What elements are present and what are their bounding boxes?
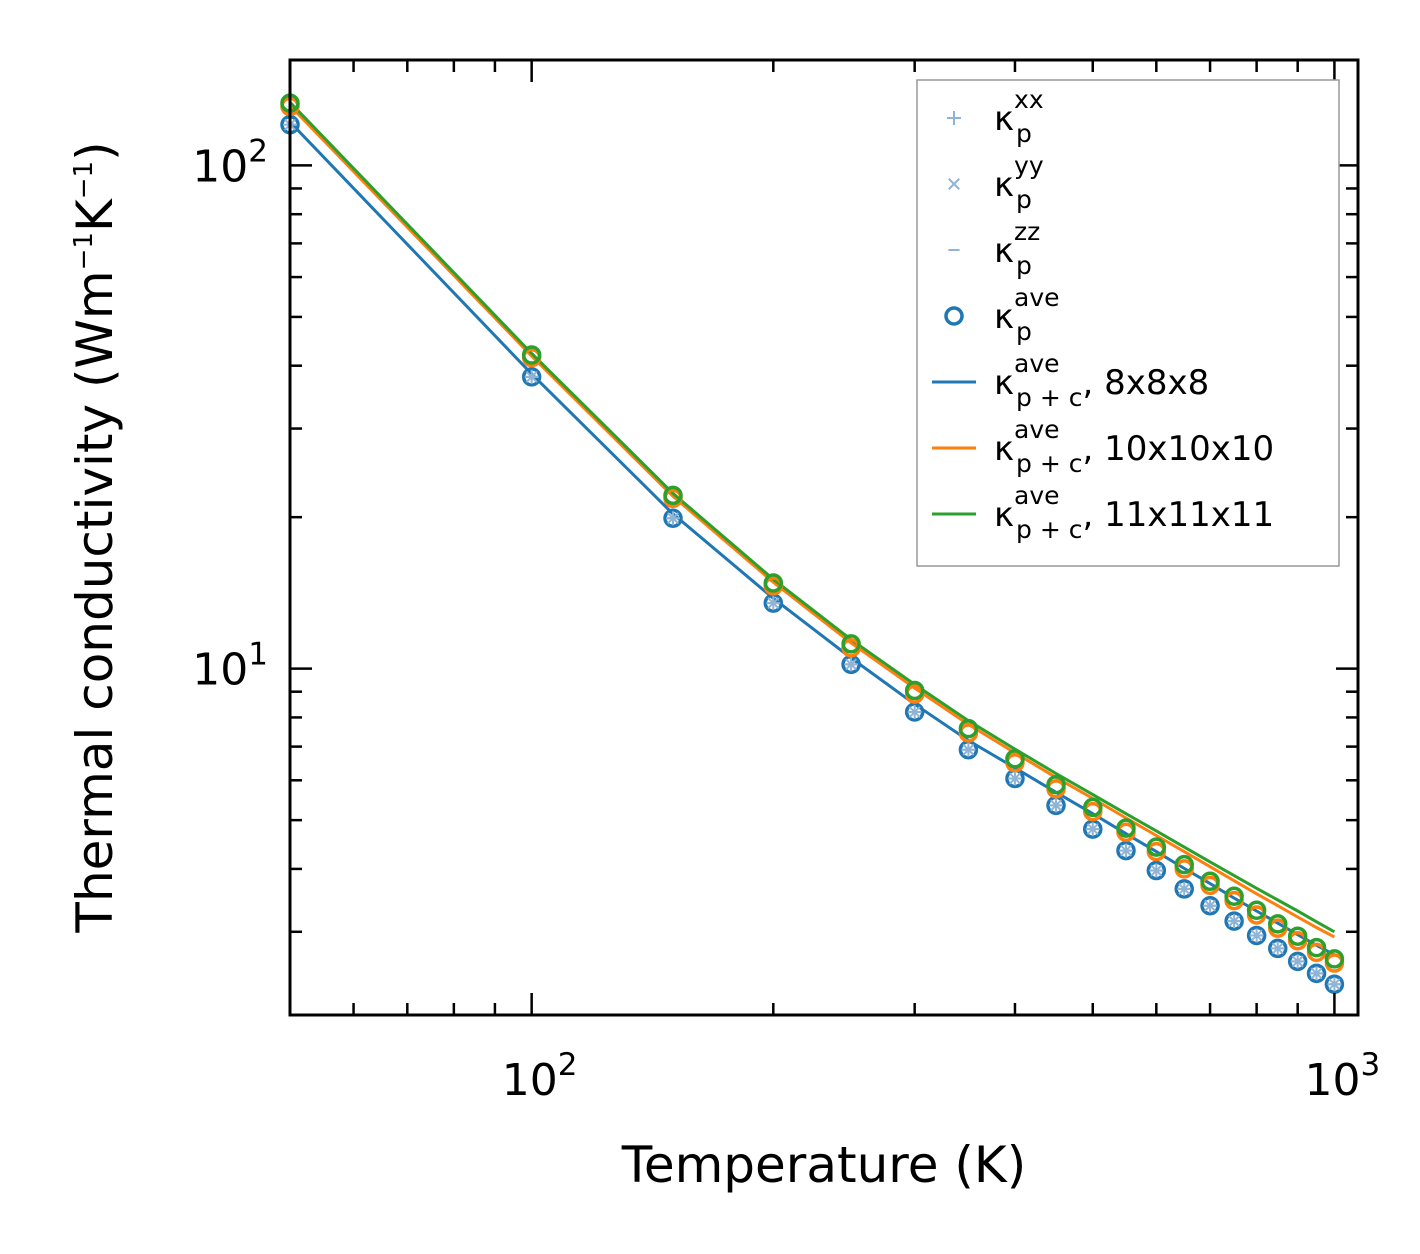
point-kave_11-350 (958, 718, 979, 739)
point-kave_8-300 (904, 702, 925, 722)
point-kave_11-150 (663, 485, 683, 506)
point-kave_11-900 (1287, 926, 1308, 946)
point-kave_11-950 (1306, 937, 1327, 958)
point-kave_11-200 (763, 573, 784, 593)
legend-box (916, 79, 1340, 567)
point-kave_8-100 (521, 367, 542, 387)
point-kave_8-700 (1200, 895, 1220, 916)
legend-handle-kave_8 (944, 306, 964, 326)
point-kave_11-550 (1116, 818, 1136, 838)
point-kave_8-150 (663, 508, 683, 529)
point-kave_11-500 (1083, 797, 1103, 818)
series-line-kpc_10 (288, 104, 1336, 939)
point-kave_8-1000 (1324, 974, 1345, 994)
point-kave_8-800 (1246, 925, 1267, 946)
legend-label-kzz: κzz p (994, 217, 1040, 280)
point-kave_8-750 (1224, 911, 1244, 931)
legend-handle-kxx (947, 111, 961, 125)
point-kave_11-750 (1224, 886, 1244, 906)
point-kave_8-550 (1116, 840, 1136, 861)
y-axis-title: Thermal conductivity (Wm−1K−1) (66, 141, 124, 933)
legend-handle-kyy (948, 178, 960, 190)
y-tick-label-100: 102 (192, 133, 268, 192)
legend-label-kyy: κyy p (994, 151, 1044, 214)
tick-labels: 102 103 101 102 (192, 133, 1380, 1106)
point-kave_11-1000 (1324, 949, 1345, 969)
series-layer (280, 93, 1345, 994)
legend-label-kpc_10: κave p + c, 10x10x10 (994, 415, 1274, 478)
legend-label-kave_8: κave p (994, 283, 1060, 346)
plot-frame (288, 58, 1360, 1017)
legend-label-kpc_8: κave p + c, 8x8x8 (994, 349, 1209, 412)
x-tick-label-1000: 103 (1305, 1047, 1381, 1106)
point-kave_11-600 (1146, 837, 1167, 857)
point-kave_8-900 (1287, 951, 1308, 972)
point-kave_11-250 (841, 634, 861, 654)
legend-label-kxx: κxx p (994, 85, 1044, 148)
legend-label-kpc_11: κave p + c, 11x11x11 (994, 481, 1274, 544)
point-kave_11-850 (1268, 914, 1288, 934)
series-line-kpc_11 (288, 101, 1336, 934)
point-kave_8-600 (1146, 860, 1167, 881)
point-kave_11-700 (1200, 871, 1220, 892)
x-tick-label-100: 102 (502, 1047, 578, 1106)
point-kave_8-850 (1268, 938, 1288, 959)
point-kave_11-800 (1246, 900, 1267, 921)
point-kave_11-450 (1046, 774, 1066, 795)
x-axis-title: Temperature (K) (621, 1136, 1026, 1194)
point-kave_11-100 (521, 345, 542, 365)
ticks-layer (290, 60, 1358, 1015)
point-kave_11-650 (1174, 854, 1194, 875)
y-tick-label-10: 101 (192, 637, 268, 696)
point-kave_11-400 (1005, 749, 1025, 769)
point-kave_8-950 (1306, 963, 1327, 984)
point-kave_8-650 (1174, 879, 1194, 899)
point-kave_11-300 (904, 680, 925, 701)
